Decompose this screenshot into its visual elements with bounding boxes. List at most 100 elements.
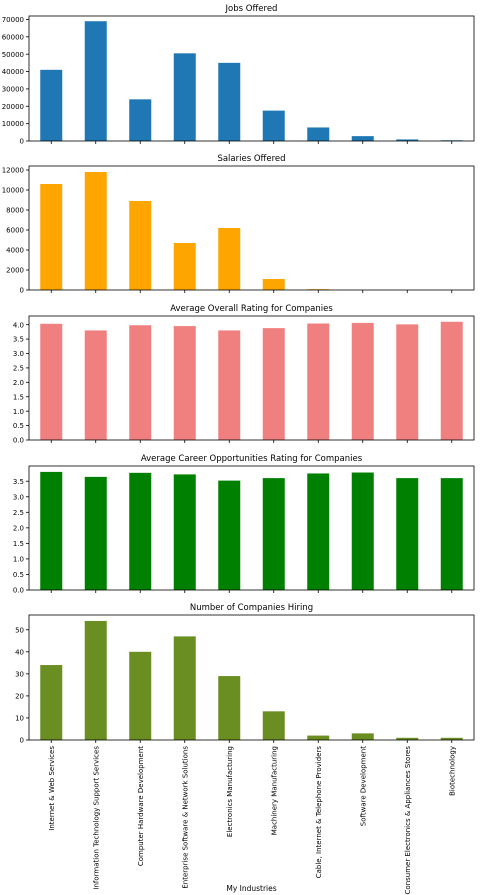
bar bbox=[129, 99, 152, 141]
bar bbox=[218, 676, 241, 740]
y-tick-label: 20 bbox=[15, 693, 24, 701]
y-tick-label: 20000 bbox=[2, 103, 24, 111]
y-tick-label: 4000 bbox=[6, 247, 24, 255]
y-tick-label: 10000 bbox=[2, 120, 24, 128]
y-tick-label: 70000 bbox=[2, 16, 24, 24]
bar bbox=[262, 110, 285, 141]
y-tick-label: 2.5 bbox=[13, 509, 24, 517]
bar bbox=[396, 139, 419, 141]
bar bbox=[84, 21, 107, 141]
bar bbox=[173, 326, 196, 440]
bar bbox=[396, 478, 419, 590]
bar bbox=[40, 471, 63, 590]
chart-panel-4: Average Career Opportunities Rating for … bbox=[13, 454, 475, 595]
y-tick-label: 0.0 bbox=[13, 587, 24, 595]
y-tick-label: 0 bbox=[20, 737, 24, 745]
chart-title: Average Overall Rating for Companies bbox=[170, 304, 333, 314]
chart-title: Jobs Offered bbox=[225, 4, 278, 14]
y-tick-label: 2000 bbox=[6, 267, 24, 275]
x-tick-label: Internet & Web Services bbox=[48, 746, 56, 831]
chart-title: Salaries Offered bbox=[217, 154, 285, 164]
y-tick-label: 3.0 bbox=[13, 493, 24, 501]
bar bbox=[129, 651, 152, 740]
x-axis-label: My Industries bbox=[226, 884, 276, 893]
y-tick-label: 0.5 bbox=[13, 422, 24, 430]
axes-frame bbox=[28, 165, 475, 291]
bar bbox=[440, 478, 463, 590]
bar bbox=[129, 325, 152, 440]
x-tick-label: Machinery Manufacturing bbox=[270, 746, 278, 835]
bar bbox=[351, 322, 374, 440]
bar bbox=[84, 330, 107, 440]
y-tick-label: 0 bbox=[20, 287, 24, 295]
bar bbox=[84, 172, 107, 290]
y-tick-label: 1.0 bbox=[13, 556, 24, 564]
y-tick-label: 4.0 bbox=[13, 321, 24, 329]
bar bbox=[173, 243, 196, 290]
bar bbox=[307, 473, 330, 590]
bar bbox=[262, 478, 285, 590]
x-tick-label: Information Technology Support Services bbox=[92, 746, 100, 890]
y-tick-label: 1.5 bbox=[13, 393, 24, 401]
chart-panel-2: Salaries Offered 0 2000 4000 6000 8000 10000 12… bbox=[2, 154, 475, 295]
chart-panel-5: Number of Companies Hiring 0 10 20 30 40 50 Int… bbox=[15, 603, 475, 895]
x-tick-label: Electronics Manufacturing bbox=[226, 746, 234, 837]
bar bbox=[129, 201, 152, 290]
y-tick-label: 60000 bbox=[2, 33, 24, 41]
bar bbox=[40, 69, 63, 141]
bar bbox=[40, 323, 63, 440]
bar bbox=[218, 330, 241, 440]
y-tick-label: 2.5 bbox=[13, 365, 24, 373]
bar bbox=[84, 620, 107, 740]
x-tick-label: Computer Hardware Development bbox=[137, 746, 145, 866]
y-tick-label: 2.0 bbox=[13, 379, 24, 387]
bar bbox=[173, 636, 196, 740]
axes-frame bbox=[28, 465, 475, 591]
axes-frame bbox=[28, 15, 475, 142]
bar bbox=[173, 474, 196, 590]
bar bbox=[84, 476, 107, 590]
y-tick-label: 0 bbox=[20, 138, 24, 146]
chart-panel-3: Average Overall Rating for Companies 0.0 0… bbox=[13, 304, 475, 445]
bar bbox=[129, 472, 152, 590]
y-tick-label: 0.0 bbox=[13, 437, 24, 445]
y-tick-label: 1.0 bbox=[13, 408, 24, 416]
axes-frame bbox=[28, 315, 475, 441]
bar bbox=[307, 127, 330, 141]
y-tick-label: 30000 bbox=[2, 86, 24, 94]
bar bbox=[396, 737, 419, 740]
x-tick-label: Biotechnology bbox=[448, 746, 456, 796]
bar bbox=[262, 711, 285, 740]
y-tick-label: 3.5 bbox=[13, 478, 24, 486]
bar bbox=[218, 480, 241, 590]
bar bbox=[351, 733, 374, 740]
y-tick-label: 3.5 bbox=[13, 336, 24, 344]
y-tick-label: 1.5 bbox=[13, 540, 24, 548]
chart-title: Number of Companies Hiring bbox=[190, 603, 313, 613]
bar bbox=[440, 737, 463, 740]
chart-panel-1: Jobs Offered 0 10000 20000 30000 40000 50000 60… bbox=[2, 4, 475, 146]
y-tick-label: 50000 bbox=[2, 51, 24, 59]
chart-title: Average Career Opportunities Rating for … bbox=[141, 454, 363, 464]
y-tick-label: 12000 bbox=[2, 167, 24, 175]
y-tick-label: 10000 bbox=[2, 187, 24, 195]
x-tick-label: Consumer Electronics & Appliances Stores bbox=[404, 746, 412, 895]
y-tick-label: 40 bbox=[15, 648, 24, 656]
x-tick-label: Enterprise Software & Network Solutions bbox=[181, 746, 189, 889]
bar bbox=[40, 184, 63, 290]
bar bbox=[262, 279, 285, 290]
bar bbox=[218, 62, 241, 141]
bar bbox=[307, 735, 330, 740]
bar bbox=[262, 328, 285, 440]
x-tick-label: Software Development bbox=[359, 746, 367, 826]
y-tick-label: 0.5 bbox=[13, 571, 24, 579]
bar bbox=[440, 321, 463, 440]
y-tick-label: 6000 bbox=[6, 227, 24, 235]
axes-frame bbox=[28, 614, 475, 741]
y-tick-label: 10 bbox=[15, 715, 24, 723]
y-tick-label: 3.0 bbox=[13, 350, 24, 358]
bar bbox=[351, 472, 374, 590]
y-tick-label: 40000 bbox=[2, 68, 24, 76]
y-tick-label: 30 bbox=[15, 670, 24, 678]
